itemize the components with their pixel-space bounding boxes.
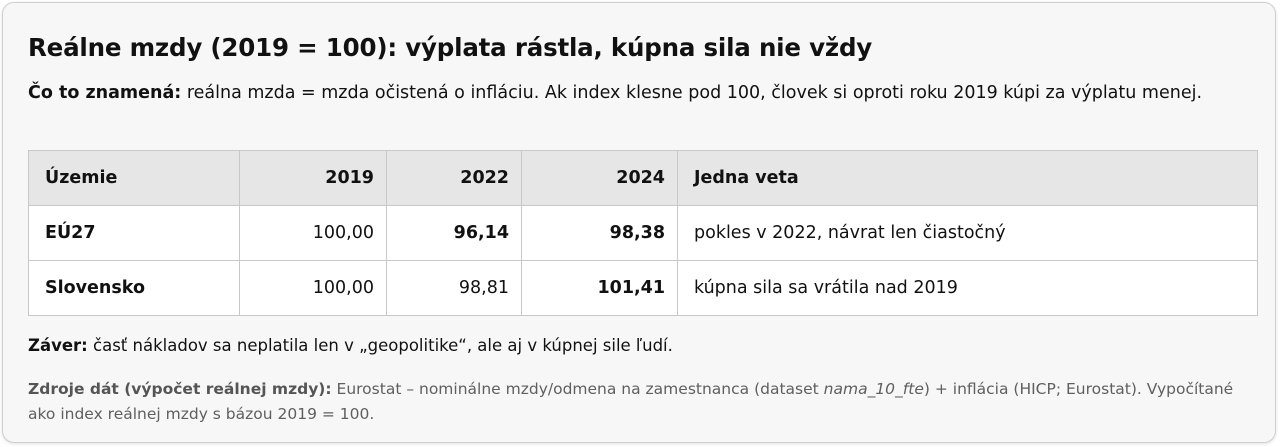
cell-2022: 98,81 [386,260,522,316]
sources-note: Zdroje dát (výpočet reálnej mzdy): Euros… [28,377,1248,427]
cell-sentence: pokles v 2022, návrat len čiastočný [677,205,1258,261]
cell-2024: 98,38 [521,205,678,261]
cell-territory: EÚ27 [28,205,240,261]
dataset-name: nama_10_fte [823,380,924,398]
table-header-row: Územie 2019 2022 2024 Jedna veta [28,150,1258,206]
conclusion-label: Záver: [28,336,88,355]
wage-index-table: Územie 2019 2022 2024 Jedna veta EÚ27 10… [28,150,1258,316]
table-row: EÚ27 100,00 96,14 98,38 pokles v 2022, n… [28,205,1258,261]
header-2019: 2019 [239,150,387,206]
header-2024: 2024 [521,150,678,206]
conclusion-note: Záver: časť nákladov sa neplatila len v … [28,336,673,355]
intro-paragraph: Čo to znamená: reálna mzda = mzda očiste… [28,79,1228,108]
header-2022: 2022 [386,150,522,206]
sources-text-after: ) + inflácia (HICP; Eurostat). Vypočítan… [28,380,1234,423]
cell-2024: 101,41 [521,260,678,316]
card-title: Reálne mzdy (2019 = 100): výplata rástla… [28,33,873,62]
header-territory: Územie [28,150,240,206]
cell-2022: 96,14 [386,205,522,261]
table-row: Slovensko 100,00 98,81 101,41 kúpna sila… [28,260,1258,316]
sources-text-before: Eurostat – nominálne mzdy/odmena na zame… [336,380,819,398]
conclusion-text: časť nákladov sa neplatila len v „geopol… [93,336,673,355]
intro-text: reálna mzda = mzda očistená o infláciu. … [186,83,1203,103]
header-sentence: Jedna veta [677,150,1258,206]
intro-label: Čo to znamená: [28,83,182,103]
sources-label: Zdroje dát (výpočet reálnej mzdy): [28,380,332,398]
cell-territory: Slovensko [28,260,240,316]
cell-2019: 100,00 [239,260,387,316]
cell-sentence: kúpna sila sa vrátila nad 2019 [677,260,1258,316]
cell-2019: 100,00 [239,205,387,261]
